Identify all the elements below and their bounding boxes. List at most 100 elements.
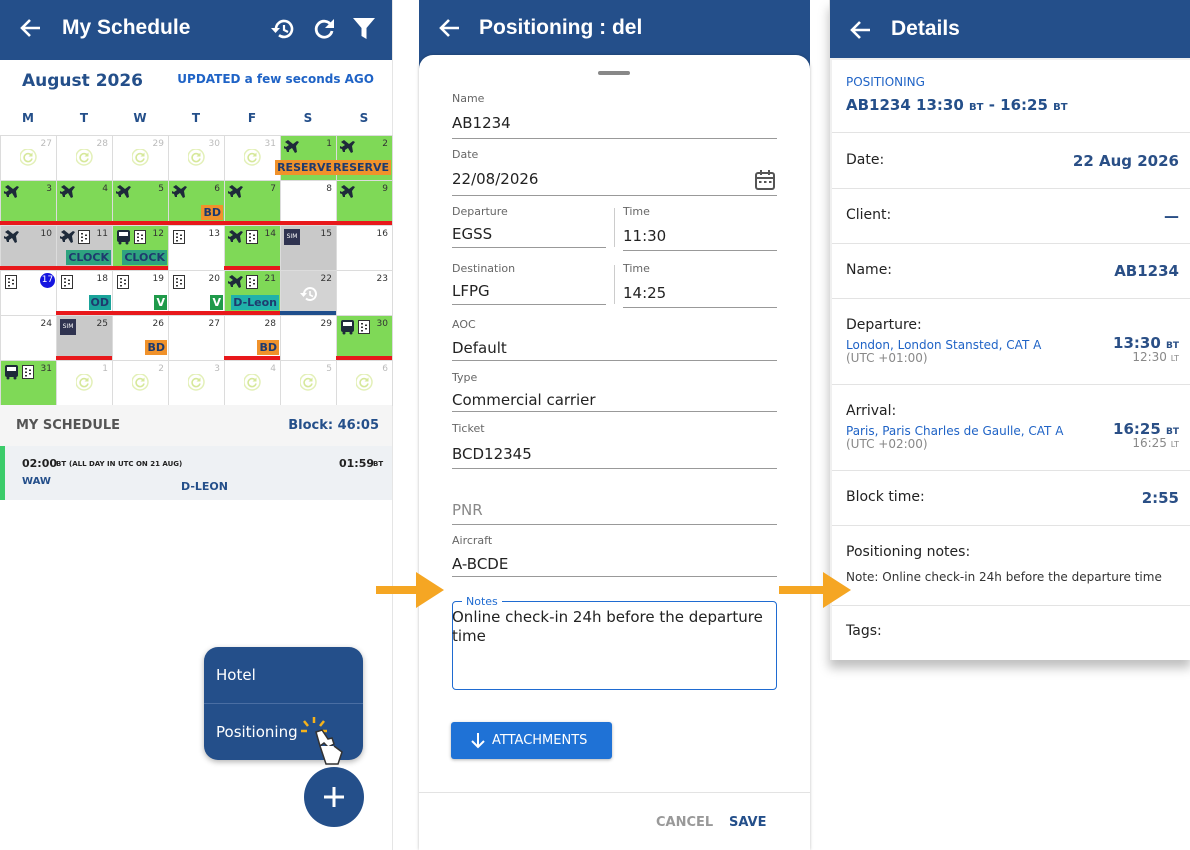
plane-icon [4,185,19,198]
notes-label: Notes [462,595,502,608]
day-status-bar [112,266,168,270]
departure-utc: (UTC +01:00) [846,351,928,365]
sheet-handle[interactable] [598,71,630,75]
row-divider [832,132,1190,133]
field-underline [452,195,777,196]
day-status-bar [280,221,336,225]
field-value[interactable]: BCD12345 [452,445,532,463]
attachments-label: ATTACHMENTS [492,733,588,748]
row-label: Positioning notes: [846,544,971,560]
day-tag: RESERVE [331,160,391,175]
block-total: Block: 46:05 [288,418,379,433]
add-button[interactable] [304,767,364,827]
field-label: Time [623,262,650,275]
field-value[interactable]: Default [452,339,507,357]
field-underline [452,576,777,577]
day-number: 4 [102,184,108,194]
cancel-button[interactable]: CANCEL [656,815,714,830]
row-label: Client: [846,207,892,223]
day-number: 24 [40,319,52,329]
event-card[interactable] [0,446,392,500]
day-tag: BD [201,205,223,220]
row-value: AB1234 [1114,262,1179,280]
refresh-icon [132,374,149,391]
field-value[interactable]: A-BCDE [452,555,509,573]
event-start-unit: BT [56,460,67,468]
field-value[interactable]: AB1234 [452,114,511,132]
menu-item[interactable]: Hotel [216,666,256,684]
unit: BT [1166,427,1179,437]
day-status-bar [56,356,112,360]
save-button[interactable]: SAVE [729,815,767,830]
calendar-day[interactable] [0,315,57,361]
calendar-day[interactable] [336,360,393,406]
menu-item[interactable]: Positioning [216,723,298,741]
field-underline [452,138,777,139]
row-value: 2:55 [1141,489,1179,507]
calendar-day[interactable] [280,270,337,316]
calendar-day[interactable] [224,360,281,406]
field-value[interactable]: EGSS [452,225,493,243]
plane-icon [228,185,243,198]
doc-icon [246,275,258,289]
weekday-label: T [191,111,201,125]
departure-lt: 12:30 LT [1132,350,1179,364]
field-placeholder[interactable]: PNR [452,501,483,519]
day-number: 3 [46,184,52,194]
plane-icon [4,230,19,243]
field-value[interactable]: 11:30 [623,227,667,245]
bus-icon [341,320,354,335]
field-value[interactable]: LFPG [452,282,490,300]
day-number: 27 [208,319,220,329]
day-number: 16 [376,229,388,239]
refresh-icon [76,374,93,391]
plane-icon [340,140,355,153]
doc-icon [117,275,129,289]
calendar-day[interactable] [112,135,169,181]
plane-icon [172,185,187,198]
calendar-day[interactable] [336,270,393,316]
unit: BT [1166,341,1179,351]
day-status-bar [168,221,224,225]
weekday-label: S [359,111,369,125]
doc-icon [173,275,185,289]
back-button[interactable] [20,18,42,38]
month-label: August 2026 [22,71,144,91]
flow-arrow [376,572,444,608]
field-value[interactable]: 14:25 [623,284,667,302]
history-button[interactable] [270,17,296,41]
calendar-day[interactable] [168,135,225,181]
back-button[interactable] [439,18,461,38]
summary-unit: BT [1053,102,1068,113]
day-tag: D-Leon [231,295,279,310]
day-status-bar [224,356,280,360]
refresh-button[interactable] [312,17,336,41]
day-number: 4 [270,364,276,374]
day-number: 13 [208,229,220,239]
calendar-day[interactable] [224,135,281,181]
notes-box[interactable] [452,601,777,690]
refresh-icon [76,149,93,166]
calendar-day[interactable] [224,180,281,226]
day-number: 23 [376,274,388,284]
time: 12:30 [1132,350,1167,364]
day-number: 30 [376,319,388,329]
field-value[interactable]: Commercial carrier [452,391,596,409]
day-number: 12 [152,229,164,239]
calendar-icon[interactable] [754,169,776,191]
doc-icon [358,320,370,334]
calendar-day[interactable] [0,135,57,181]
form-sheet [419,55,810,850]
field-value[interactable]: 22/08/2026 [452,170,539,188]
weekday-label: S [303,111,313,125]
day-number: 17 [40,273,55,288]
calendar-day[interactable] [336,225,393,271]
doc-icon [5,275,17,289]
day-number: 11 [96,229,108,239]
day-status-bar [112,221,168,225]
back-button[interactable] [850,20,872,40]
filter-button[interactable] [352,17,376,41]
day-number: 1 [102,364,108,374]
app-bar [830,0,1190,58]
calendar-day[interactable] [168,315,225,361]
